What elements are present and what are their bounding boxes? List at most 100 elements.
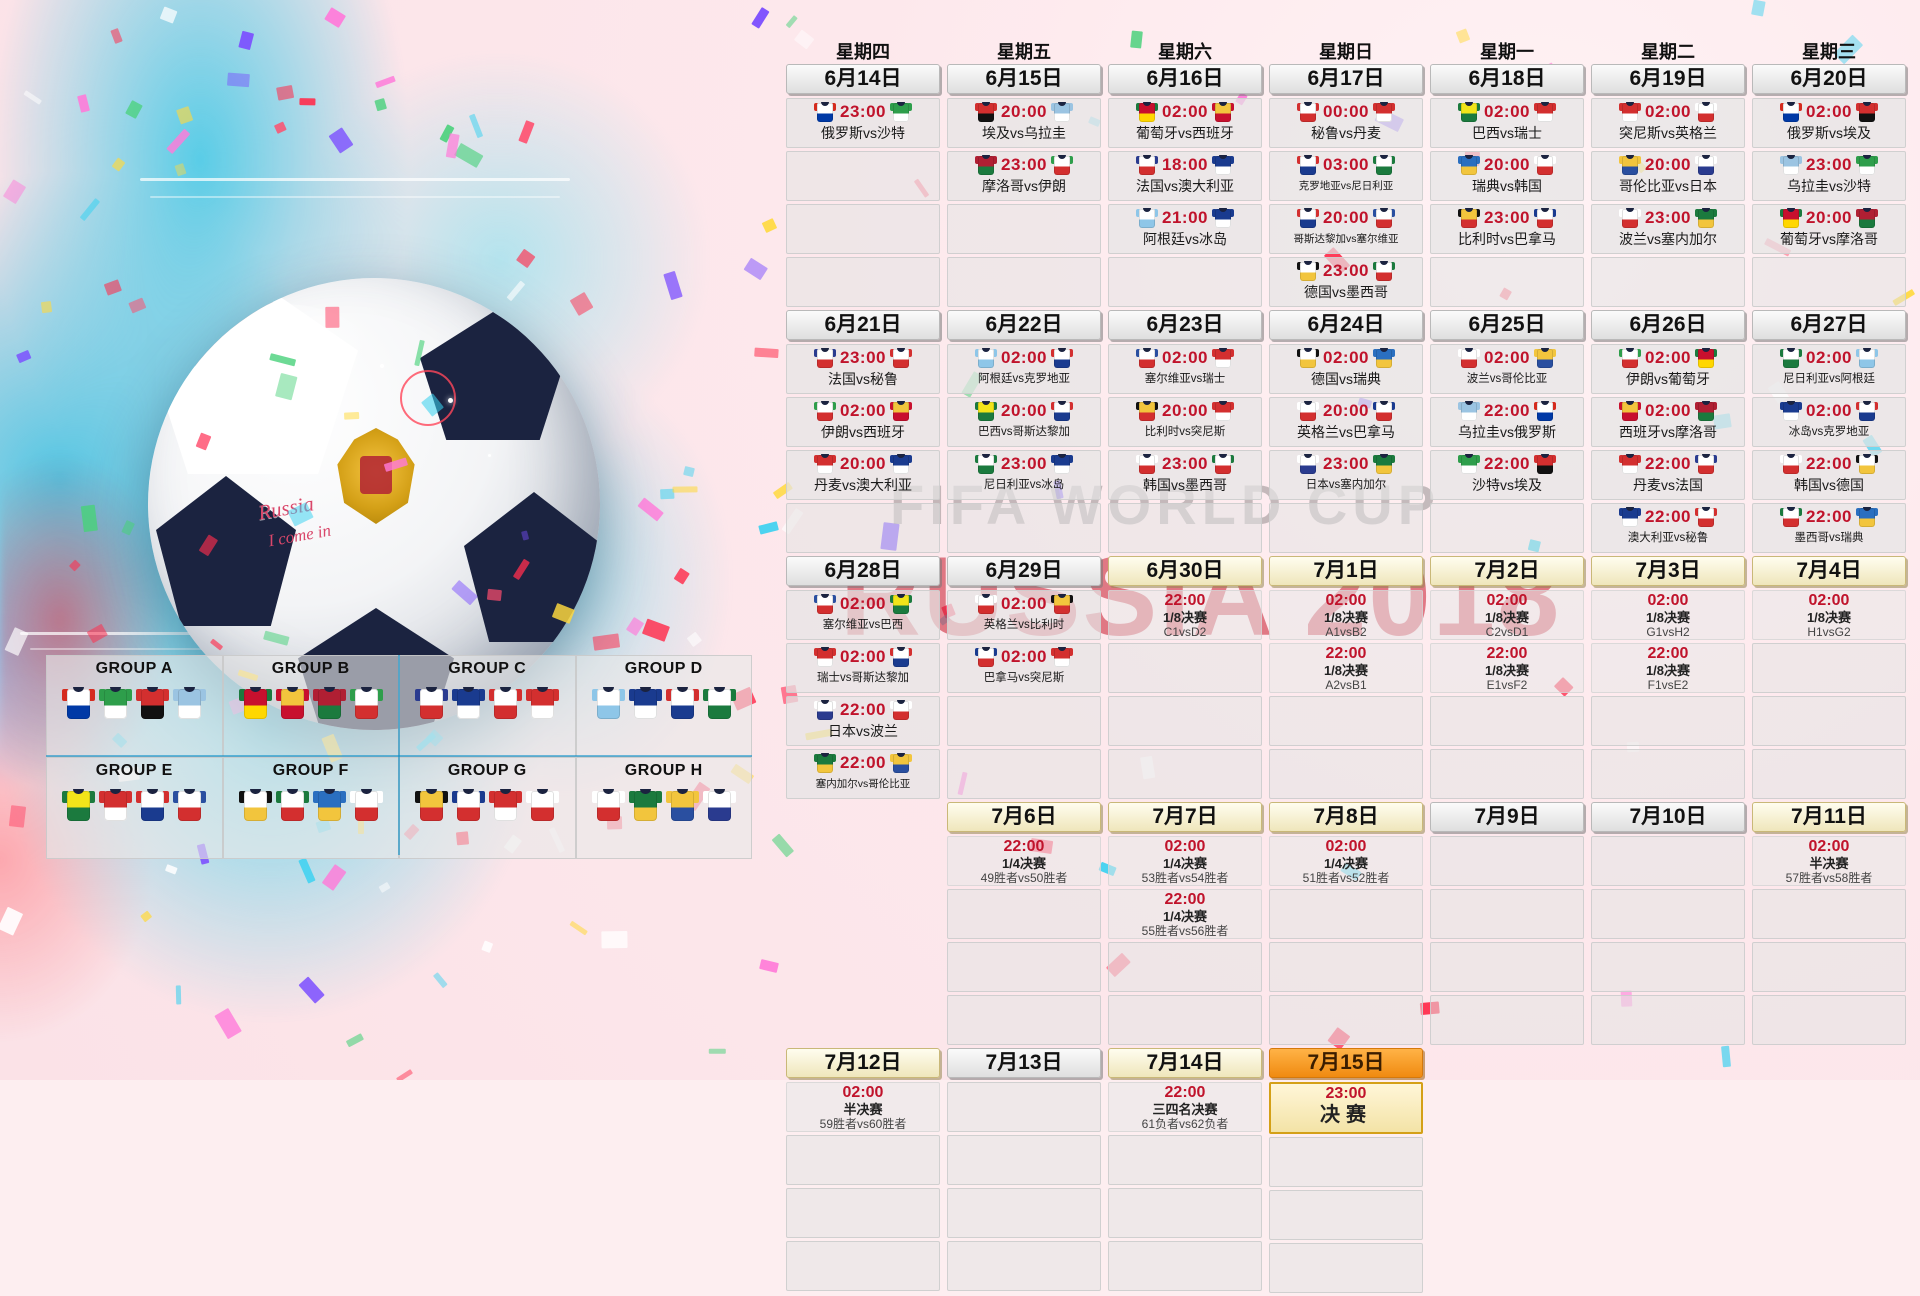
date-label[interactable]: 7月8日 <box>1269 802 1423 832</box>
group-box-group-c[interactable]: GROUP C <box>399 655 576 757</box>
date-label[interactable]: 7月9日 <box>1430 802 1584 832</box>
date-label[interactable]: 6月15日 <box>947 64 1101 94</box>
date-label[interactable]: 6月27日 <box>1752 310 1906 340</box>
date-label[interactable]: 6月25日 <box>1430 310 1584 340</box>
date-label[interactable]: 6月17日 <box>1269 64 1423 94</box>
match-card[interactable]: 02:00 德国vs瑞典 <box>1269 344 1423 394</box>
date-label[interactable]: 6月28日 <box>786 556 940 586</box>
date-label[interactable]: 6月14日 <box>786 64 940 94</box>
match-card[interactable]: 23:00 尼日利亚vs冰岛 <box>947 450 1101 500</box>
match-card[interactable]: 20:00 埃及vs乌拉圭 <box>947 98 1101 148</box>
knockout-match-card[interactable]: 02:00 1/8决赛 A1vsB2 <box>1269 590 1423 640</box>
group-box-group-f[interactable]: GROUP F <box>222 757 399 859</box>
match-card[interactable]: 22:00 乌拉圭vs俄罗斯 <box>1430 397 1584 447</box>
match-card[interactable]: 22:00 沙特vs埃及 <box>1430 450 1584 500</box>
date-label[interactable]: 7月14日 <box>1108 1048 1262 1078</box>
knockout-match-card[interactable]: 02:00 1/4决赛 53胜者vs54胜者 <box>1108 836 1262 886</box>
match-card[interactable]: 23:00 日本vs塞内加尔 <box>1269 450 1423 500</box>
match-card[interactable]: 02:00 突尼斯vs英格兰 <box>1591 98 1745 148</box>
match-card[interactable]: 00:00 秘鲁vs丹麦 <box>1269 98 1423 148</box>
match-card[interactable]: 20:00 比利时vs突尼斯 <box>1108 397 1262 447</box>
date-label[interactable]: 6月18日 <box>1430 64 1584 94</box>
date-label[interactable]: 7月4日 <box>1752 556 1906 586</box>
match-card[interactable]: 21:00 阿根廷vs冰岛 <box>1108 204 1262 254</box>
match-card[interactable]: 23:00 法国vs秘鲁 <box>786 344 940 394</box>
date-label[interactable]: 7月13日 <box>947 1048 1101 1078</box>
match-card[interactable]: 02:00 瑞士vs哥斯达黎加 <box>786 643 940 693</box>
knockout-match-card[interactable]: 22:00 1/8决赛 A2vsB1 <box>1269 643 1423 693</box>
match-card[interactable]: 23:00 比利时vs巴拿马 <box>1430 204 1584 254</box>
knockout-match-card[interactable]: 23:00 决赛 <box>1269 1082 1423 1134</box>
knockout-match-card[interactable]: 02:00 1/8决赛 C2vsD1 <box>1430 590 1584 640</box>
match-card[interactable]: 02:00 巴拿马vs突尼斯 <box>947 643 1101 693</box>
match-card[interactable]: 23:00 摩洛哥vs伊朗 <box>947 151 1101 201</box>
match-card[interactable]: 22:00 墨西哥vs瑞典 <box>1752 503 1906 553</box>
match-card[interactable]: 02:00 伊朗vs西班牙 <box>786 397 940 447</box>
group-box-group-e[interactable]: GROUP E <box>46 757 223 859</box>
date-label[interactable]: 6月30日 <box>1108 556 1262 586</box>
match-card[interactable]: 20:00 巴西vs哥斯达黎加 <box>947 397 1101 447</box>
knockout-match-card[interactable]: 22:00 1/8决赛 E1vsF2 <box>1430 643 1584 693</box>
knockout-match-card[interactable]: 22:00 三四名决赛 61负者vs62负者 <box>1108 1082 1262 1132</box>
knockout-match-card[interactable]: 02:00 1/4决赛 51胜者vs52胜者 <box>1269 836 1423 886</box>
group-box-group-h[interactable]: GROUP H <box>575 757 752 859</box>
date-label[interactable]: 6月24日 <box>1269 310 1423 340</box>
knockout-match-card[interactable]: 22:00 1/8决赛 F1vsE2 <box>1591 643 1745 693</box>
match-card[interactable]: 20:00 葡萄牙vs摩洛哥 <box>1752 204 1906 254</box>
date-label[interactable]: 6月29日 <box>947 556 1101 586</box>
match-card[interactable]: 20:00 哥斯达黎加vs塞尔维亚 <box>1269 204 1423 254</box>
match-card[interactable]: 02:00 尼日利亚vs阿根廷 <box>1752 344 1906 394</box>
knockout-match-card[interactable]: 02:00 半决赛 57胜者vs58胜者 <box>1752 836 1906 886</box>
date-label[interactable]: 7月15日 <box>1269 1048 1423 1078</box>
match-card[interactable]: 20:00 哥伦比亚vs日本 <box>1591 151 1745 201</box>
match-card[interactable]: 22:00 日本vs波兰 <box>786 696 940 746</box>
match-card[interactable]: 02:00 英格兰vs比利时 <box>947 590 1101 640</box>
group-box-group-a[interactable]: GROUP A <box>46 655 223 757</box>
date-label[interactable]: 7月3日 <box>1591 556 1745 586</box>
date-label[interactable]: 6月19日 <box>1591 64 1745 94</box>
knockout-match-card[interactable]: 02:00 半决赛 59胜者vs60胜者 <box>786 1082 940 1132</box>
match-card[interactable]: 18:00 法国vs澳大利亚 <box>1108 151 1262 201</box>
match-card[interactable]: 20:00 英格兰vs巴拿马 <box>1269 397 1423 447</box>
knockout-match-card[interactable]: 22:00 1/4决赛 55胜者vs56胜者 <box>1108 889 1262 939</box>
date-label[interactable]: 6月16日 <box>1108 64 1262 94</box>
match-card[interactable]: 23:00 韩国vs墨西哥 <box>1108 450 1262 500</box>
date-label[interactable]: 6月20日 <box>1752 64 1906 94</box>
match-card[interactable]: 02:00 西班牙vs摩洛哥 <box>1591 397 1745 447</box>
date-label[interactable]: 7月7日 <box>1108 802 1262 832</box>
match-card[interactable]: 20:00 丹麦vs澳大利亚 <box>786 450 940 500</box>
date-label[interactable]: 7月2日 <box>1430 556 1584 586</box>
group-box-group-d[interactable]: GROUP D <box>575 655 752 757</box>
match-card[interactable]: 03:00 克罗地亚vs尼日利亚 <box>1269 151 1423 201</box>
date-label[interactable]: 7月11日 <box>1752 802 1906 832</box>
match-card[interactable]: 02:00 塞尔维亚vs巴西 <box>786 590 940 640</box>
match-card[interactable]: 23:00 波兰vs塞内加尔 <box>1591 204 1745 254</box>
date-label[interactable]: 6月21日 <box>786 310 940 340</box>
date-label[interactable]: 6月26日 <box>1591 310 1745 340</box>
match-card[interactable]: 22:00 丹麦vs法国 <box>1591 450 1745 500</box>
knockout-match-card[interactable]: 22:00 1/4决赛 49胜者vs50胜者 <box>947 836 1101 886</box>
match-card[interactable]: 02:00 伊朗vs葡萄牙 <box>1591 344 1745 394</box>
match-card[interactable]: 02:00 葡萄牙vs西班牙 <box>1108 98 1262 148</box>
match-card[interactable]: 02:00 阿根廷vs克罗地亚 <box>947 344 1101 394</box>
date-label[interactable]: 6月23日 <box>1108 310 1262 340</box>
date-label[interactable]: 7月10日 <box>1591 802 1745 832</box>
knockout-match-card[interactable]: 22:00 1/8决赛 C1vsD2 <box>1108 590 1262 640</box>
match-card[interactable]: 02:00 巴西vs瑞士 <box>1430 98 1584 148</box>
date-label[interactable]: 6月22日 <box>947 310 1101 340</box>
match-card[interactable]: 22:00 韩国vs德国 <box>1752 450 1906 500</box>
knockout-match-card[interactable]: 02:00 1/8决赛 H1vsG2 <box>1752 590 1906 640</box>
match-card[interactable]: 02:00 俄罗斯vs埃及 <box>1752 98 1906 148</box>
match-card[interactable]: 22:00 塞内加尔vs哥伦比亚 <box>786 749 940 799</box>
date-label[interactable]: 7月6日 <box>947 802 1101 832</box>
knockout-match-card[interactable]: 02:00 1/8决赛 G1vsH2 <box>1591 590 1745 640</box>
match-card[interactable]: 02:00 塞尔维亚vs瑞士 <box>1108 344 1262 394</box>
match-card[interactable]: 23:00 俄罗斯vs沙特 <box>786 98 940 148</box>
match-card[interactable]: 02:00 冰岛vs克罗地亚 <box>1752 397 1906 447</box>
match-card[interactable]: 20:00 瑞典vs韩国 <box>1430 151 1584 201</box>
group-box-group-b[interactable]: GROUP B <box>222 655 399 757</box>
date-label[interactable]: 7月1日 <box>1269 556 1423 586</box>
date-label[interactable]: 7月12日 <box>786 1048 940 1078</box>
match-card[interactable]: 22:00 澳大利亚vs秘鲁 <box>1591 503 1745 553</box>
match-card[interactable]: 23:00 乌拉圭vs沙特 <box>1752 151 1906 201</box>
